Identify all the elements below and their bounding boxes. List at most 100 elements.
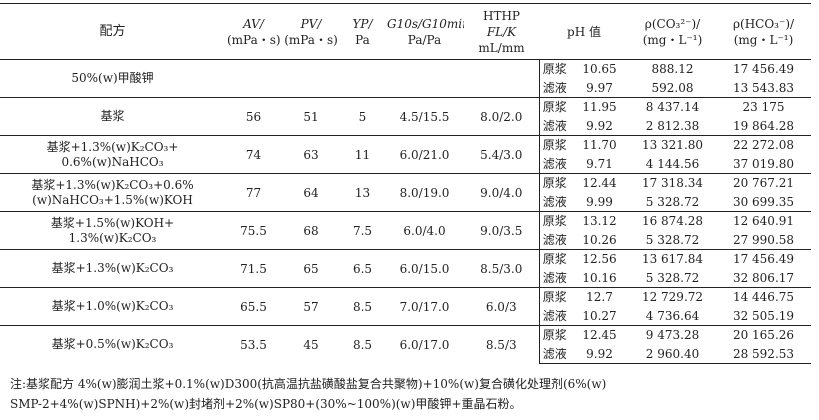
cell-gel: 6.0/4.0 [385, 211, 464, 250]
header-row: 配方 AV/ (mPa・s) PV/ (mPa・s) YP/ Pa G10s/G… [0, 3, 811, 60]
cell-formula: 基浆+0.5%(w)K₂CO₃ [0, 325, 225, 364]
cell-co3: 8 437.14 [629, 97, 716, 117]
cell-ph: 9.97 [586, 80, 613, 95]
cell-state: 原浆 [538, 211, 570, 231]
cell-ph: 13.12 [570, 211, 629, 231]
cell-co3: 2 960.40 [629, 344, 716, 364]
cell-yp: 8.5 [340, 325, 385, 364]
cell-hthp: 8.0/2.0 [464, 97, 539, 136]
cell-co3: 5 328.72 [645, 270, 700, 285]
cell-co3: 592.08 [651, 80, 694, 95]
table-row: 基浆+1.3%(w)K₂CO₃ 71.5 65 6.5 6.0/15.0 8.5/3.0 原… [0, 249, 811, 288]
cell-hthp: 9.0/4.0 [464, 173, 539, 212]
cell-ph: 12.45 [570, 325, 629, 345]
table-row: 滤液 10.16 5 328.72 32 806.17 [0, 268, 811, 288]
cell-ph: 12.7 [570, 287, 629, 307]
formula-line: 50%(w)甲酸钾 [71, 71, 154, 85]
table-row: 50%(w)甲酸钾 原浆 10.65 888.12 17 456.49 [0, 59, 811, 98]
cell-av: 75.5 [225, 211, 282, 250]
cell-av: 65.5 [225, 287, 282, 326]
cell-ph: 9.71 [586, 156, 613, 171]
footnote-line: 注:基浆配方 4%(w)膨润土浆+0.1%(w)D300(抗高温抗盐磺酸盐复合共… [10, 377, 607, 391]
cell-gel [385, 59, 464, 98]
table-row: 滤液 9.71 4 144.56 37 019.80 [0, 154, 811, 174]
cell-co3: 12 729.72 [629, 287, 716, 307]
cell-ph: 11.70 [570, 135, 629, 155]
cell-yp: 8.5 [340, 287, 385, 326]
cell-gel: 6.0/21.0 [385, 135, 464, 174]
cell-ph: 9.92 [570, 344, 629, 364]
cell-pv: 64 [282, 173, 340, 212]
table-row: 基浆+0.5%(w)K₂CO₃ 53.5 45 8.5 6.0/17.0 8.5/3 原浆 1… [0, 325, 811, 364]
cell-hco3: 22 272.08 [716, 135, 811, 155]
cell-state: 滤液 [538, 154, 570, 174]
cell-gel: 4.5/15.5 [385, 97, 464, 136]
cell-ph: 9.92 [586, 118, 613, 133]
cell-yp: 6.5 [340, 249, 385, 288]
cell-hthp: 8.5/3 [464, 325, 539, 364]
cell-pv: 68 [282, 211, 340, 250]
cell-formula: 基浆+1.3%(w)K₂CO₃+0.6% (w)NaHCO₃+1.5%(w)KOH [0, 173, 225, 212]
cell-formula: 50%(w)甲酸钾 [0, 59, 225, 98]
cell-state: 原浆 [538, 325, 570, 345]
cell-hco3: 32 806.17 [732, 270, 795, 285]
cell-co3: 17 318.34 [629, 173, 716, 193]
table-row: 滤液 9.99 5 328.72 30 699.35 [0, 192, 811, 212]
col-header-pv: PV/ (mPa・s) [282, 3, 340, 60]
cell-co3: 4 144.56 [645, 156, 700, 171]
cell-pv: 63 [282, 135, 340, 174]
cell-pv: 45 [282, 325, 340, 364]
formula-line: 基浆 [100, 109, 125, 123]
cell-hco3: 30 699.35 [732, 194, 795, 209]
cell-pv: 51 [282, 97, 340, 136]
cell-hco3: 17 456.49 [716, 249, 811, 269]
cell-hco3: 13 543.83 [732, 80, 795, 95]
formula-line: (w)NaHCO₃+1.5%(w)KOH [32, 192, 193, 207]
cell-gel: 8.0/19.0 [385, 173, 464, 212]
table-row: 滤液 10.26 5 328.72 27 990.58 [0, 230, 811, 250]
cell-hco3: 17 456.49 [716, 59, 811, 79]
cell-hco3: 27 990.58 [732, 232, 795, 247]
cell-yp [340, 59, 385, 98]
formula-line: 基浆+0.5%(w)K₂CO₃ [51, 337, 174, 352]
cell-gel: 6.0/15.0 [385, 249, 464, 288]
cell-state: 滤液 [538, 192, 570, 212]
cell-yp: 5 [340, 97, 385, 136]
cell-yp: 7.5 [340, 211, 385, 250]
cell-state: 滤液 [538, 78, 570, 98]
cell-state: 原浆 [538, 135, 570, 155]
cell-ph: 9.99 [586, 194, 613, 209]
cell-av: 71.5 [225, 249, 282, 288]
cell-av: 53.5 [225, 325, 282, 364]
cell-ph: 12.56 [570, 249, 629, 269]
formula-line: 基浆+1.0%(w)K₂CO₃ [51, 299, 174, 313]
cell-hco3: 23 175 [716, 97, 811, 117]
cell-formula: 基浆+1.3%(w)K₂CO₃+ 0.6%(w)NaHCO₃ [0, 135, 225, 174]
cell-state: 原浆 [538, 59, 570, 79]
cell-state: 原浆 [538, 287, 570, 307]
formula-line: 基浆+1.3%(w)K₂CO₃ [51, 261, 174, 275]
col-header-gel: G10s/G10min Pa/Pa [385, 3, 464, 60]
formula-line: 基浆+1.3%(w)K₂CO₃+0.6% [31, 177, 194, 192]
cell-hco3: 37 019.80 [732, 156, 795, 171]
cell-co3: 13 617.84 [629, 249, 716, 269]
results-table: 配方 AV/ (mPa・s) PV/ (mPa・s) YP/ Pa G10s/G… [0, 3, 811, 364]
formula-line: 1.3%(w)K₂CO₃ [68, 230, 157, 245]
cell-ph: 11.95 [570, 97, 629, 117]
table-row: 滤液 9.97 592.08 13 543.83 [0, 78, 811, 98]
cell-ph: 10.65 [570, 59, 629, 79]
cell-ph: 10.27 [582, 308, 617, 323]
cell-co3: 16 874.28 [629, 211, 716, 231]
cell-state: 原浆 [538, 173, 570, 193]
cell-co3: 9 473.28 [629, 325, 716, 345]
cell-co3: 5 328.72 [645, 194, 700, 209]
cell-yp: 13 [340, 173, 385, 212]
col-header-ph: pH 值 [539, 3, 629, 60]
table-row: 滤液 9.92 2 960.40 28 592.53 [0, 344, 811, 364]
col-header-co3: ρ(CO₃²⁻)/ (mg・L⁻¹) [629, 3, 716, 60]
cell-hco3: 20 165.26 [716, 325, 811, 345]
cell-hthp: 6.0/3 [464, 287, 539, 326]
cell-co3: 2 812.38 [645, 118, 700, 133]
cell-hco3: 19 864.28 [732, 118, 795, 133]
